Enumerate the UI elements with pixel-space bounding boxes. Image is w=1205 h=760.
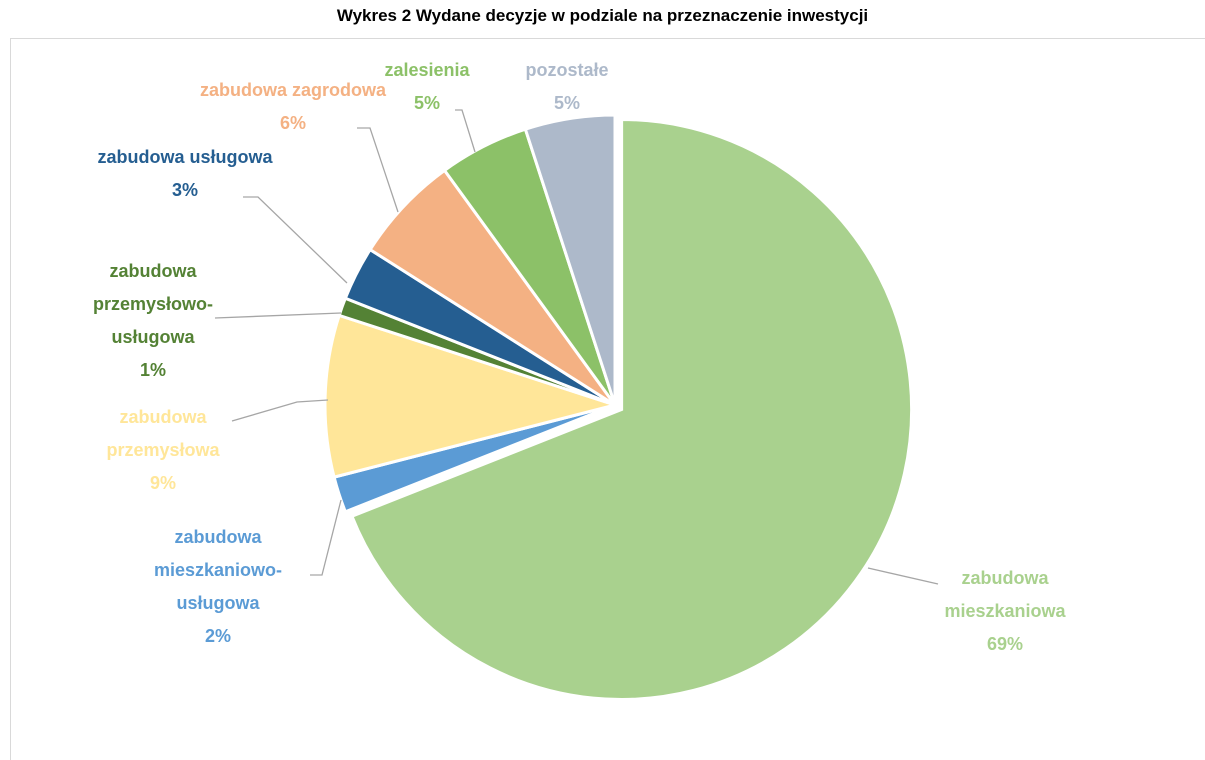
label-category: zabudowa usługowa bbox=[97, 147, 273, 167]
pie-slice bbox=[323, 313, 621, 479]
leader-line bbox=[214, 312, 342, 319]
leader-line bbox=[455, 109, 476, 153]
label-category: pozostałe bbox=[525, 60, 609, 80]
data-label: zabudowa zagrodowa 6% bbox=[193, 74, 393, 140]
data-label: zabudowa przemysłowo-usługowa 1% bbox=[53, 255, 253, 387]
data-label: zabudowa usługowa 3% bbox=[85, 141, 285, 207]
leader-line bbox=[357, 127, 399, 213]
label-category: zabudowa przemysłowa bbox=[106, 407, 220, 460]
label-category: zalesienia bbox=[384, 60, 470, 80]
leader-line bbox=[243, 196, 348, 284]
data-label: zabudowa mieszkaniowo-usługowa 2% bbox=[118, 521, 318, 653]
leader-line bbox=[310, 499, 342, 576]
label-category: zabudowa mieszkaniowo-usługowa bbox=[153, 527, 283, 613]
pie-slice bbox=[523, 113, 617, 406]
pie-slice bbox=[350, 117, 914, 701]
chart-border bbox=[10, 38, 1205, 760]
label-value: 1% bbox=[139, 360, 166, 380]
leader-line bbox=[231, 399, 329, 422]
data-label: zabudowa przemysłowa 9% bbox=[63, 401, 263, 500]
label-value: 2% bbox=[204, 626, 231, 646]
label-value: 9% bbox=[149, 473, 176, 493]
leader-line bbox=[867, 567, 939, 585]
data-label: pozostałe 5% bbox=[512, 54, 622, 120]
label-value: 5% bbox=[553, 93, 580, 113]
label-category: zabudowa zagrodowa bbox=[199, 80, 386, 100]
data-label: zabudowa mieszkaniowa 69% bbox=[905, 562, 1105, 661]
label-value: 69% bbox=[986, 634, 1024, 654]
label-value: 3% bbox=[171, 180, 198, 200]
label-category: zabudowa mieszkaniowa bbox=[944, 568, 1066, 621]
data-label: zalesienia 5% bbox=[377, 54, 477, 120]
chart-title: Wykres 2 Wydane decyzje w podziale na pr… bbox=[336, 6, 869, 25]
label-category: zabudowa przemysłowo-usługowa bbox=[92, 261, 214, 347]
label-value: 5% bbox=[413, 93, 440, 113]
label-value: 6% bbox=[279, 113, 306, 133]
